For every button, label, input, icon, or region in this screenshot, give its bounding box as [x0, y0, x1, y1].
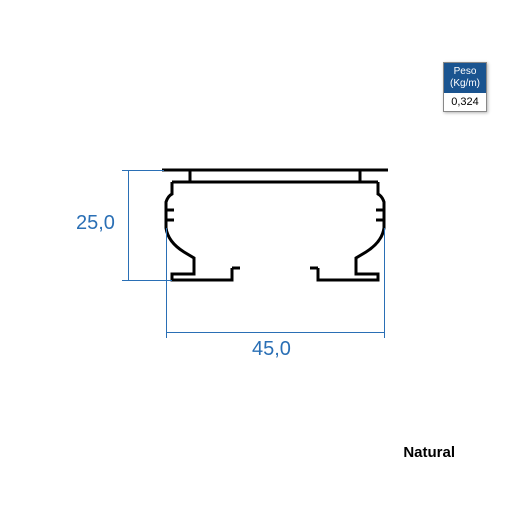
weight-value: 0,324	[444, 93, 486, 111]
profile-diagram: 25,0 45,0	[90, 140, 430, 380]
dim-width-line	[166, 332, 384, 333]
weight-spec-box: Peso (Kg/m) 0,324	[443, 62, 487, 112]
dim-width-label: 45,0	[252, 338, 291, 361]
dim-height-label: 25,0	[76, 212, 115, 235]
dim-width-ext-left	[166, 228, 167, 332]
weight-header: Peso (Kg/m)	[444, 63, 486, 93]
dim-width-ext-right	[384, 228, 385, 332]
weight-header-line2: (Kg/m)	[450, 78, 480, 89]
finish-label: Natural	[403, 444, 455, 461]
dim-height-ext-top	[128, 170, 164, 171]
weight-header-line1: Peso	[454, 66, 477, 77]
dim-height-line	[128, 170, 129, 280]
